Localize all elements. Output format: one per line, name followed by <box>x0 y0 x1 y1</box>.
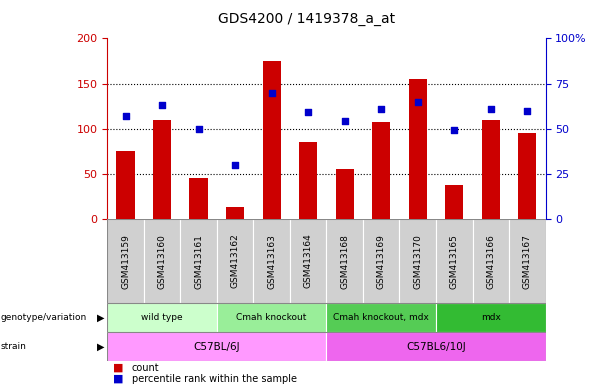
Point <box>413 98 422 104</box>
Point <box>340 118 349 124</box>
Bar <box>400 219 436 303</box>
Text: mdx: mdx <box>481 313 501 322</box>
Text: ▶: ▶ <box>97 313 104 323</box>
Bar <box>436 303 546 332</box>
Point <box>194 126 204 132</box>
Point <box>376 106 386 112</box>
Point <box>486 106 496 112</box>
Point <box>157 102 167 108</box>
Bar <box>473 219 509 303</box>
Text: C57BL6/10J: C57BL6/10J <box>406 341 466 352</box>
Bar <box>217 303 327 332</box>
Text: wild type: wild type <box>141 313 183 322</box>
Bar <box>189 178 208 219</box>
Text: GSM413167: GSM413167 <box>523 234 532 288</box>
Text: GSM413164: GSM413164 <box>303 234 313 288</box>
Bar <box>409 79 427 219</box>
Bar <box>482 120 500 219</box>
Text: count: count <box>132 363 159 373</box>
Bar <box>226 207 244 219</box>
Text: GSM413165: GSM413165 <box>450 234 459 288</box>
Point <box>303 109 313 116</box>
Text: percentile rank within the sample: percentile rank within the sample <box>132 374 297 384</box>
Bar <box>253 219 290 303</box>
Text: genotype/variation: genotype/variation <box>1 313 87 322</box>
Point <box>522 108 532 114</box>
Point <box>449 127 459 134</box>
Bar <box>436 219 473 303</box>
Bar <box>509 219 546 303</box>
Text: GSM413166: GSM413166 <box>486 234 495 288</box>
Bar <box>363 219 400 303</box>
Text: ▶: ▶ <box>97 341 104 352</box>
Bar <box>335 169 354 219</box>
Bar <box>107 219 144 303</box>
Text: ■: ■ <box>113 374 124 384</box>
Bar <box>327 219 363 303</box>
Text: GSM413162: GSM413162 <box>230 234 240 288</box>
Bar <box>144 219 180 303</box>
Text: GSM413170: GSM413170 <box>413 234 422 288</box>
Bar <box>518 133 536 219</box>
Bar <box>290 219 327 303</box>
Bar <box>299 142 318 219</box>
Bar <box>445 185 463 219</box>
Text: GSM413160: GSM413160 <box>158 234 167 288</box>
Text: strain: strain <box>1 342 26 351</box>
Bar <box>107 303 217 332</box>
Bar <box>107 332 327 361</box>
Bar <box>217 219 253 303</box>
Text: ■: ■ <box>113 363 124 373</box>
Point <box>267 89 276 96</box>
Text: GSM413168: GSM413168 <box>340 234 349 288</box>
Text: C57BL/6J: C57BL/6J <box>194 341 240 352</box>
Bar <box>327 303 436 332</box>
Bar <box>153 120 171 219</box>
Bar <box>372 122 390 219</box>
Text: Cmah knockout: Cmah knockout <box>237 313 307 322</box>
Text: Cmah knockout, mdx: Cmah knockout, mdx <box>333 313 429 322</box>
Bar <box>116 151 135 219</box>
Bar <box>327 332 546 361</box>
Text: GDS4200 / 1419378_a_at: GDS4200 / 1419378_a_at <box>218 12 395 26</box>
Text: GSM413163: GSM413163 <box>267 234 276 288</box>
Point <box>230 162 240 168</box>
Bar <box>180 219 217 303</box>
Text: GSM413161: GSM413161 <box>194 234 203 288</box>
Text: GSM413159: GSM413159 <box>121 234 130 288</box>
Bar <box>262 61 281 219</box>
Text: GSM413169: GSM413169 <box>377 234 386 288</box>
Point <box>121 113 131 119</box>
